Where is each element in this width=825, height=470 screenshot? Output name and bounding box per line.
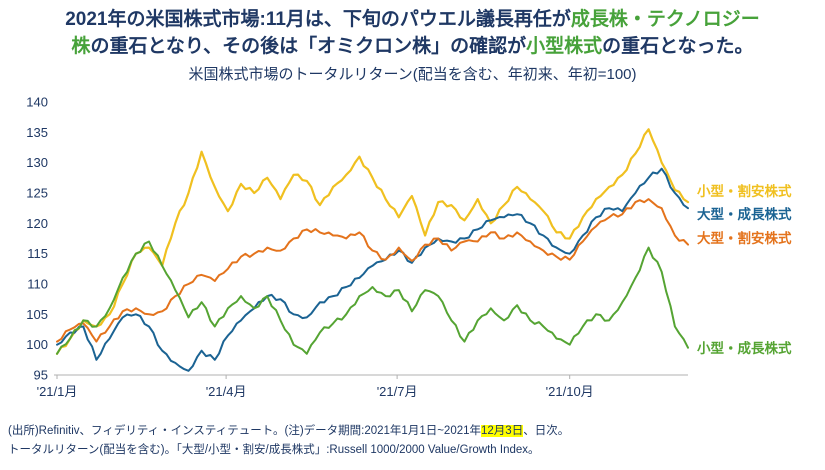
page-title-line: 2021年の米国株式市場:11月は、下旬のパウエル議長再任が成長株・テクノロジー — [0, 6, 825, 33]
x-axis-tick-label: '21/10月 — [546, 384, 594, 399]
series-label-small-growth: 小型・成長株式 — [697, 340, 792, 356]
series-label-large-value: 大型・割安株式 — [697, 231, 792, 247]
title-text: 2021年の米国株式市場:11月は、下旬のパウエル議長再任が — [65, 9, 571, 30]
y-axis-tick-label: 135 — [26, 125, 48, 140]
y-axis-tick-label: 100 — [26, 337, 48, 352]
title-highlight-text: 成長株・テクノロジー — [570, 9, 760, 30]
source-text: 、日次。 — [523, 425, 570, 437]
series-line — [56, 198, 689, 343]
page: 2021年の米国株式市場:11月は、下旬のパウエル議長再任が成長株・テクノロジー… — [0, 6, 825, 470]
series-line — [56, 240, 689, 355]
y-axis-tick-label: 120 — [26, 216, 48, 231]
x-axis-tick-label: '21/7月 — [377, 384, 418, 399]
title-text: の重石となった。 — [602, 36, 754, 57]
y-axis-tick-label: 140 — [26, 95, 48, 110]
y-axis-tick-label: 130 — [26, 155, 48, 170]
series-line — [56, 167, 689, 372]
source-note-line1: (出所)Refinitiv、フィデリティ・インスティテュート。(注)データ期間:… — [8, 422, 825, 441]
series-label-small-value: 小型・割安株式 — [697, 183, 792, 199]
x-axis-tick-label: '21/1月 — [37, 384, 78, 399]
source-text: (出所)Refinitiv、フィデリティ・インスティテュート。(注)データ期間:… — [8, 425, 482, 437]
series-label-large-growth: 大型・成長株式 — [697, 206, 792, 222]
title-text: の重石となり、その後は「オミクロン株」の確認が — [90, 36, 527, 57]
source-note: (出所)Refinitiv、フィデリティ・インスティテュート。(注)データ期間:… — [0, 422, 825, 460]
page-title-line: 株の重石となり、その後は「オミクロン株」の確認が小型株式の重石となった。 — [0, 33, 825, 60]
y-axis-tick-label: 95 — [34, 368, 48, 383]
y-axis-tick-label: 125 — [26, 186, 48, 201]
y-axis-tick-label: 110 — [27, 277, 48, 292]
title-highlight-text: 株 — [71, 36, 91, 57]
series-line — [55, 128, 690, 355]
y-axis-tick-label: 105 — [26, 307, 48, 322]
chart: 95 100 105 110 115 120 125 130 135 140 '21/1月 '21/4… — [0, 86, 825, 408]
source-note-line2: トータルリターン(配当を含む)。「大型/小型・割安/成長株式」:Russell … — [8, 443, 540, 456]
title-highlight-text: 小型株式 — [526, 36, 603, 57]
y-axis-tick-label: 115 — [27, 246, 48, 261]
x-axis-tick-label: '21/4月 — [206, 384, 247, 399]
date-highlight: 12月3日 — [481, 425, 524, 437]
page-title: 2021年の米国株式市場:11月は、下旬のパウエル議長再任が成長株・テクノロジー… — [0, 6, 825, 60]
chart-title: 米国株式市場のトータルリターン(配当を含む、年初来、年初=100) — [188, 66, 637, 83]
line-chart: 95 100 105 110 115 120 125 130 135 140 '21/1月 '21/4… — [26, 95, 690, 399]
